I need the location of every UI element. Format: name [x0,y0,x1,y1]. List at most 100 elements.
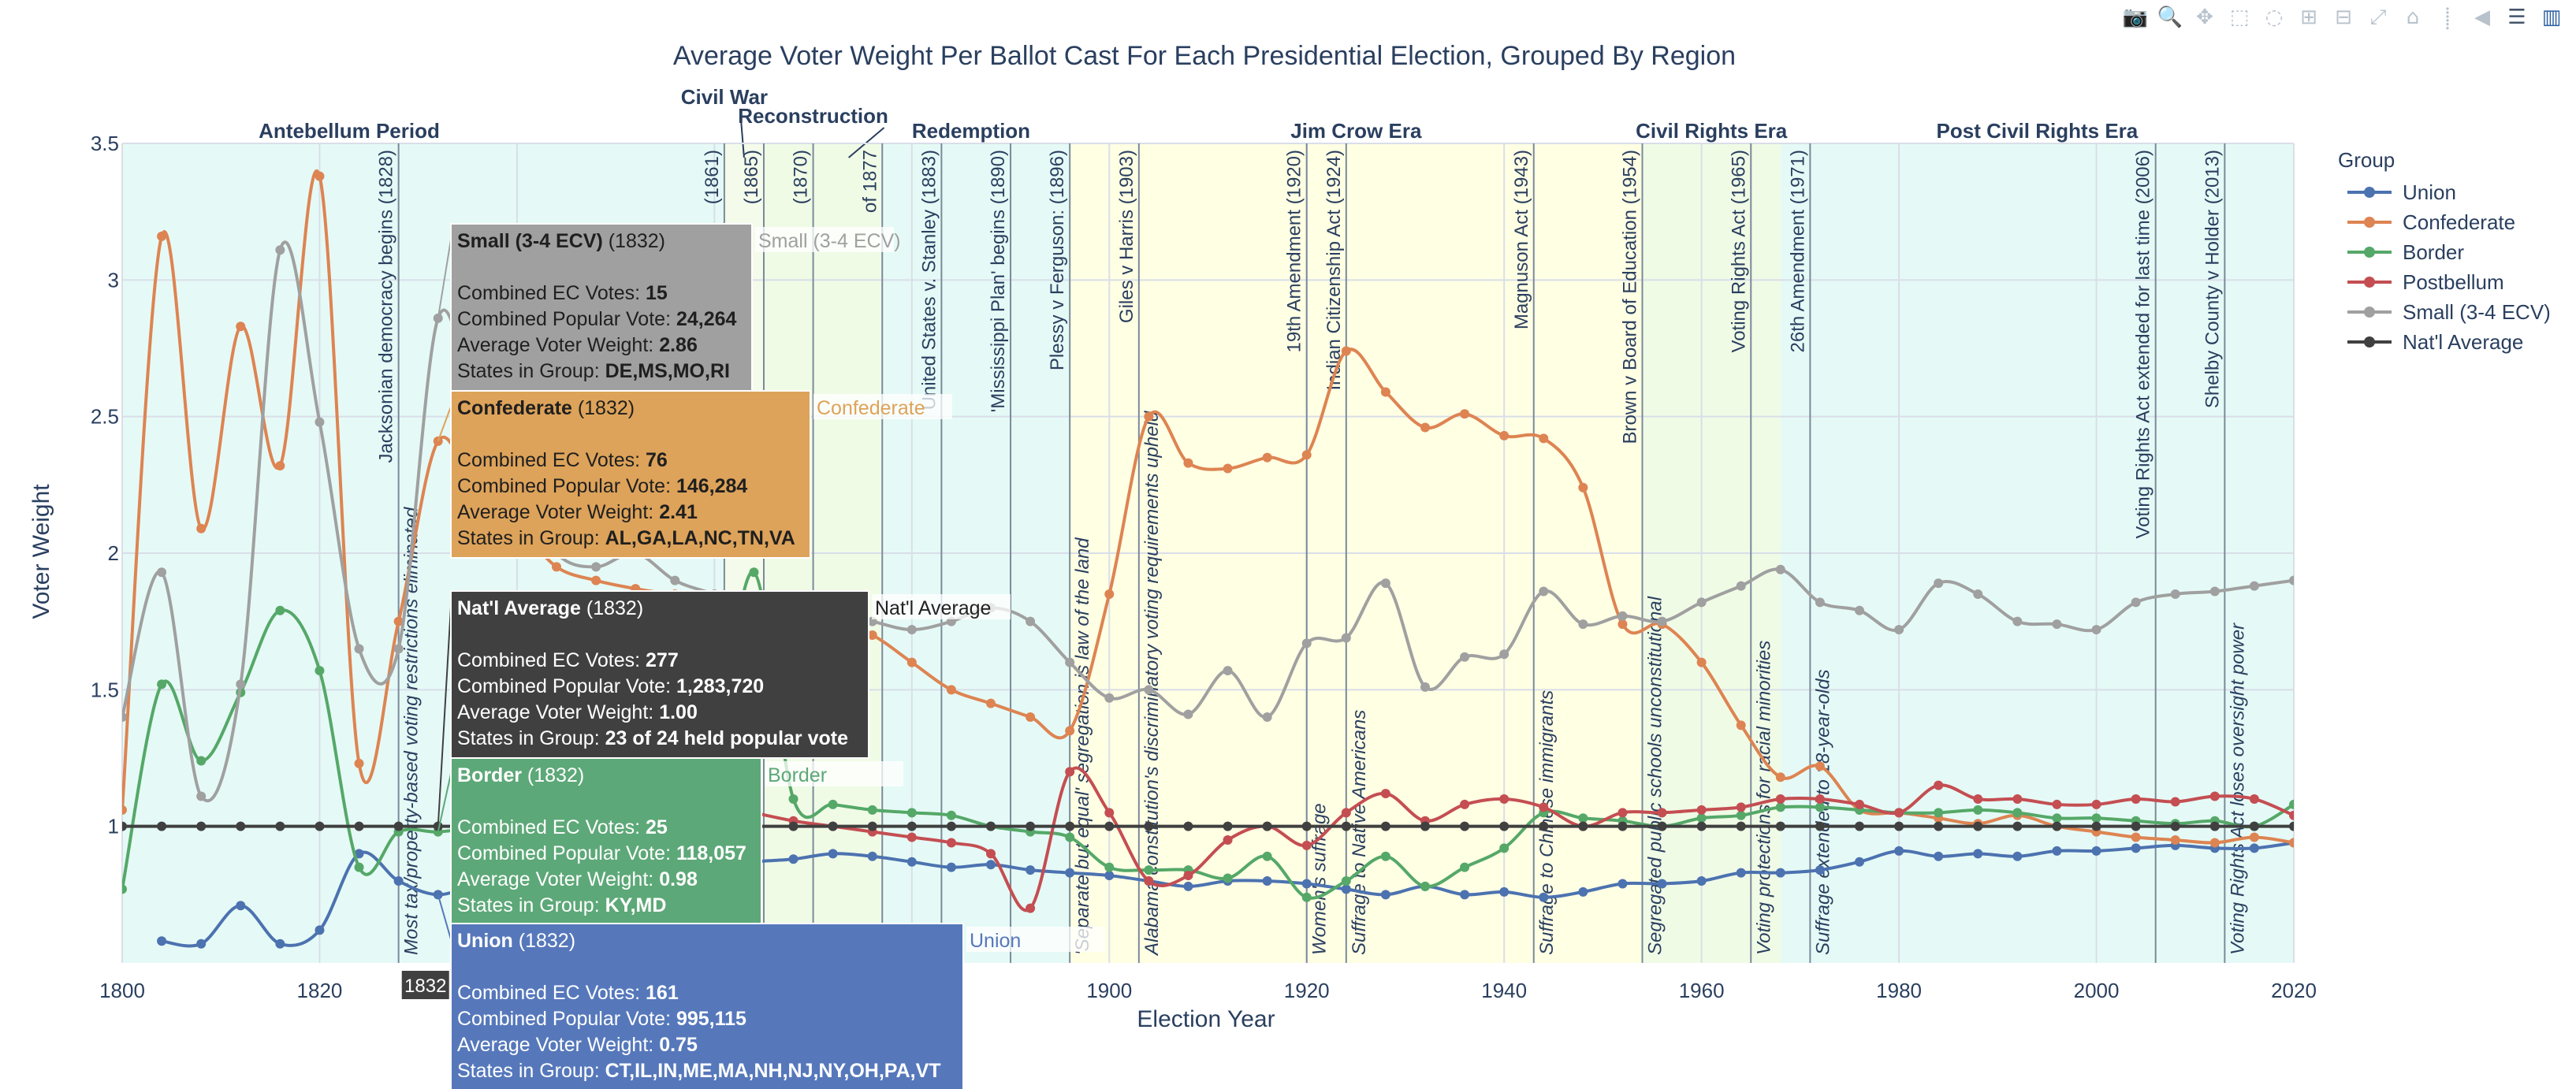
chart-title: Average Voter Weight Per Ballot Cast For… [673,41,1736,71]
data-point [1065,821,1075,831]
legend-item-union[interactable]: Union [2347,180,2456,204]
data-point [2209,791,2220,801]
data-point [1815,761,1825,771]
camera-icon[interactable]: 📷 [2122,6,2149,29]
data-point [2091,813,2101,823]
data-point [788,794,798,804]
legend-label: Border [2403,240,2464,264]
data-point [393,876,404,886]
data-point [1183,821,1193,831]
data-point [2091,846,2101,856]
data-point [1696,813,1707,823]
data-point [393,821,404,831]
legend[interactable]: Group Union Confederate Border Postbellum Sma… [2338,148,2551,354]
lasso-icon[interactable]: ◌ [2265,6,2284,29]
event-label: 26th Amendment (1971) [1787,150,1808,353]
legend-item-postbellum[interactable]: Postbellum [2347,270,2504,294]
era-label: Jim Crow Era [1290,119,1422,143]
autoscale-icon[interactable]: ⤢ [2369,5,2387,29]
data-point [315,417,325,427]
hover-series-tag: Confederate [817,397,925,419]
data-point [1380,578,1390,589]
data-point [1855,821,1864,831]
data-point [1736,810,1746,820]
data-point [2170,821,2180,831]
x-tick-label: 1800 [99,979,145,1002]
data-point [1578,886,1588,897]
data-point [2249,581,2259,591]
data-point [275,245,285,255]
data-point [1460,821,1470,831]
home-icon[interactable]: ⌂ [2406,6,2420,29]
era-label: Post Civil Rights Era [1937,119,2139,143]
data-point [1696,597,1707,608]
data-point [2052,821,2062,831]
data-point [1815,794,1825,804]
data-point [1104,693,1115,703]
hover-x-box [401,971,449,999]
data-point [1144,685,1154,695]
data-point [1380,821,1390,831]
data-point [1539,802,1549,812]
data-point [1460,799,1470,809]
data-point [1420,422,1430,433]
event-label: Indian Citizenship Act (1924) [1323,150,1345,391]
data-point [1973,849,1983,859]
zoom-out-icon[interactable]: ⊟ [2335,6,2352,29]
box-select-icon[interactable]: ⬚ [2229,6,2250,29]
data-point [1617,611,1628,621]
event-label: 19th Amendment (1920) [1284,150,1305,353]
data-point [2249,832,2259,842]
data-point [1894,846,1904,856]
data-point [2012,616,2023,626]
data-point [986,698,996,708]
hover-closest-icon[interactable]: ◀ [2474,6,2490,29]
spike-lines-icon[interactable]: ⸽ [2444,7,2451,31]
event-note: Most tax/property-based voting restricti… [401,507,423,955]
y-tick-label: 1 [108,815,119,838]
data-point [1341,633,1351,643]
data-point [2170,835,2180,845]
data-point [1657,821,1667,831]
zoom-in-icon[interactable]: ⊞ [2300,6,2317,29]
legend-item-nat-l-average[interactable]: Nat'l Average [2347,330,2523,354]
data-point [1499,430,1509,440]
event-label: Voting Rights Act extended for last time… [2133,150,2154,539]
data-point [315,171,325,181]
event-label: of 1877 [859,150,880,213]
event-note: Voting protections for racial minorities [1753,641,1774,955]
hover-box [450,923,964,1089]
data-point [828,849,838,859]
era-arrow [739,108,745,158]
legend-label: Confederate [2403,210,2515,234]
data-point [1183,871,1193,881]
data-point [2249,843,2259,853]
hover-labels: Small (3-4 ECV) (1832) Combined EC Votes:… [401,223,1105,1089]
hover-series-tag-bg [966,927,1105,952]
data-point [1420,682,1430,692]
event-note: Alabama constitution's discriminatory vo… [1141,411,1163,957]
legend-item-confederate[interactable]: Confederate [2347,210,2515,234]
zoom-icon[interactable]: 🔍 [2157,6,2183,29]
axes: 1800 1820 1900 1920 1940 1960 1980 2000 2020 1 1.5… [91,132,2317,1002]
data-point [828,821,838,831]
x-axis-title: Election Year [1137,1006,1275,1032]
data-point [2170,589,2180,599]
data-point [2091,821,2101,831]
data-point [1736,868,1746,878]
hover-compare-icon[interactable]: ☰ [2507,6,2526,29]
data-point [1380,890,1390,900]
data-point [1026,821,1036,831]
data-point [1065,832,1075,842]
hover-connector [437,773,452,832]
legend-item-border[interactable]: Border [2347,240,2464,264]
data-point [157,821,167,831]
plotly-logo-icon[interactable]: ▥ [2541,6,2562,29]
data-point [1617,619,1628,630]
data-point [122,821,127,831]
data-point [986,860,996,870]
data-point [122,884,127,894]
pan-icon[interactable]: ✥ [2196,6,2213,29]
legend-item-small-3-4-ecv[interactable]: Small (3-4 ECV) [2347,300,2551,324]
data-point [1341,876,1351,886]
